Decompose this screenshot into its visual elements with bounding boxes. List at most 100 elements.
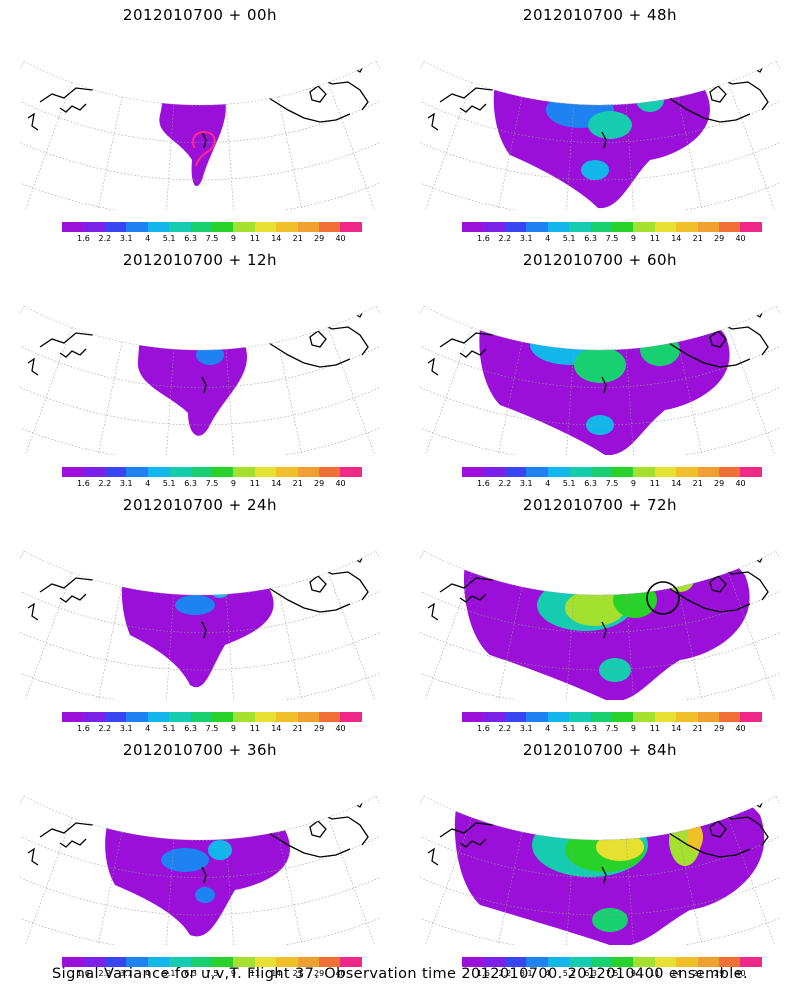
coastline xyxy=(632,779,672,793)
latitude-gridline xyxy=(420,862,780,916)
coastline xyxy=(749,61,765,73)
colorbar-swatch xyxy=(169,712,191,722)
colorbar-swatch xyxy=(483,712,505,722)
colorbar-swatch xyxy=(697,222,720,232)
colorbar-labels: 1.6 2.2 3.1 4 5.1 6.3 7.5 9 11 14 21 29 40 xyxy=(462,969,762,979)
colorbar-labels: 1.6 2.2 3.1 4 5.1 6.3 7.5 9 11 14 21 29 40 xyxy=(462,234,762,244)
colorbar-tick-label: 14 xyxy=(271,969,282,978)
colorbar-swatch xyxy=(169,467,191,477)
longitude-gridline xyxy=(490,586,523,700)
colorbar-tick-label: 5.1 xyxy=(562,969,576,978)
colorbar-labels: 1.6 2.2 3.1 4 5.1 6.3 7.5 9 11 14 21 29 40 xyxy=(462,724,762,734)
colorbar-tick-label: 2.2 xyxy=(98,724,112,733)
latitude-gridline xyxy=(420,372,780,426)
colorbar-swatch xyxy=(340,712,362,722)
colorbar-tick-label: 6.3 xyxy=(184,479,197,488)
colorbar-tick-label: 1.6 xyxy=(77,724,90,733)
colorbar-tick-label: 5.1 xyxy=(162,724,176,733)
colorbar-swatch xyxy=(83,957,105,967)
colorbar-swatch xyxy=(190,712,212,722)
coastline xyxy=(427,357,439,376)
longitude-gridline xyxy=(625,594,637,700)
colorbar-tick-label: 5.1 xyxy=(562,234,576,243)
coastline xyxy=(201,131,207,149)
longitude-gridline xyxy=(727,327,780,455)
variance-contour xyxy=(195,887,215,903)
colorbar-tick-label: 4 xyxy=(145,724,151,733)
colorbar-swatch xyxy=(319,222,341,232)
colorbar-tick-label: 40 xyxy=(335,969,346,978)
colorbar-swatch xyxy=(254,712,277,722)
colorbar-swatch xyxy=(104,712,127,722)
colorbar-swatch xyxy=(276,467,298,477)
coastline xyxy=(281,61,369,111)
colorbar-swatch xyxy=(547,467,570,477)
coastline xyxy=(620,277,692,289)
coastline xyxy=(709,575,727,593)
colorbar-tick-label: 21 xyxy=(692,724,703,733)
colorbar-tick-label: 4 xyxy=(545,969,551,978)
coastline xyxy=(427,847,439,866)
coastline xyxy=(59,103,87,113)
colorbar-swatch xyxy=(233,957,255,967)
colorbar-swatch xyxy=(319,957,341,967)
colorbar-swatch xyxy=(62,712,84,722)
longitude-gridline xyxy=(727,82,780,210)
figure-caption: Signal Variance for u,v,T. Flight 37. Ob… xyxy=(52,966,748,982)
longitude-gridline xyxy=(225,104,237,210)
colorbar-swatch xyxy=(126,467,148,477)
panel-title: 2012010700 + 84h xyxy=(522,741,678,759)
colorbar-tick-label: 1.6 xyxy=(77,479,90,488)
colorbar-tick-label: 14 xyxy=(271,234,282,243)
latitude-gridline xyxy=(20,160,380,210)
coastline xyxy=(632,289,672,303)
longitude-gridline xyxy=(775,61,780,194)
colorbar-tick-label: 1.6 xyxy=(477,479,490,488)
colorbar-swatch xyxy=(483,467,505,477)
colorbar-swatch xyxy=(590,222,612,232)
colorbar-swatch xyxy=(676,467,698,477)
colorbar-tick-label: 3.1 xyxy=(519,724,533,733)
coastline xyxy=(281,551,369,601)
longitude-gridline xyxy=(677,96,710,210)
coastline xyxy=(281,796,369,846)
colorbar-tick-label: 2.2 xyxy=(498,234,512,243)
colorbar-swatch xyxy=(340,222,362,232)
colorbar-tick-label: 21 xyxy=(292,234,303,243)
colorbar-swatch xyxy=(62,222,84,232)
colorbar-swatch xyxy=(254,467,277,477)
coastline xyxy=(427,112,439,131)
colorbar-tick-label: 1.6 xyxy=(477,234,490,243)
longitude-gridline xyxy=(90,96,123,210)
colorbar-swatch xyxy=(62,467,84,477)
colorbar-swatch xyxy=(569,957,591,967)
colorbar-tick-label: 9 xyxy=(230,234,236,243)
coastline xyxy=(349,61,365,73)
colorbar xyxy=(462,712,762,722)
coastline xyxy=(309,820,327,838)
colorbar-swatch xyxy=(83,222,105,232)
colorbar-tick-label: 14 xyxy=(271,724,282,733)
coastline xyxy=(459,348,487,358)
colorbar xyxy=(462,467,762,477)
longitude-gridline xyxy=(163,839,175,945)
latitude-gridline xyxy=(20,127,380,181)
colorbar-tick-label: 1.6 xyxy=(477,969,490,978)
coastline xyxy=(220,522,292,534)
colorbar-swatch xyxy=(483,957,505,967)
longitude-gridline xyxy=(327,82,380,210)
variance-contour xyxy=(161,848,209,872)
colorbar-tick-label: 2.2 xyxy=(498,969,512,978)
colorbar-tick-label: 29 xyxy=(314,234,325,243)
colorbar-swatch xyxy=(569,467,591,477)
longitude-gridline xyxy=(277,586,310,700)
colorbar-tick-label: 4 xyxy=(545,234,551,243)
colorbar-tick-label: 40 xyxy=(735,969,746,978)
coastline xyxy=(27,847,39,866)
colorbar-swatch xyxy=(569,222,591,232)
projected-map xyxy=(20,795,380,945)
colorbar-swatch xyxy=(83,467,105,477)
latitude-gridline xyxy=(20,405,380,455)
coastline xyxy=(632,44,672,58)
colorbar-labels: 1.6 2.2 3.1 4 5.1 6.3 7.5 9 11 14 21 29 40 xyxy=(62,724,362,734)
